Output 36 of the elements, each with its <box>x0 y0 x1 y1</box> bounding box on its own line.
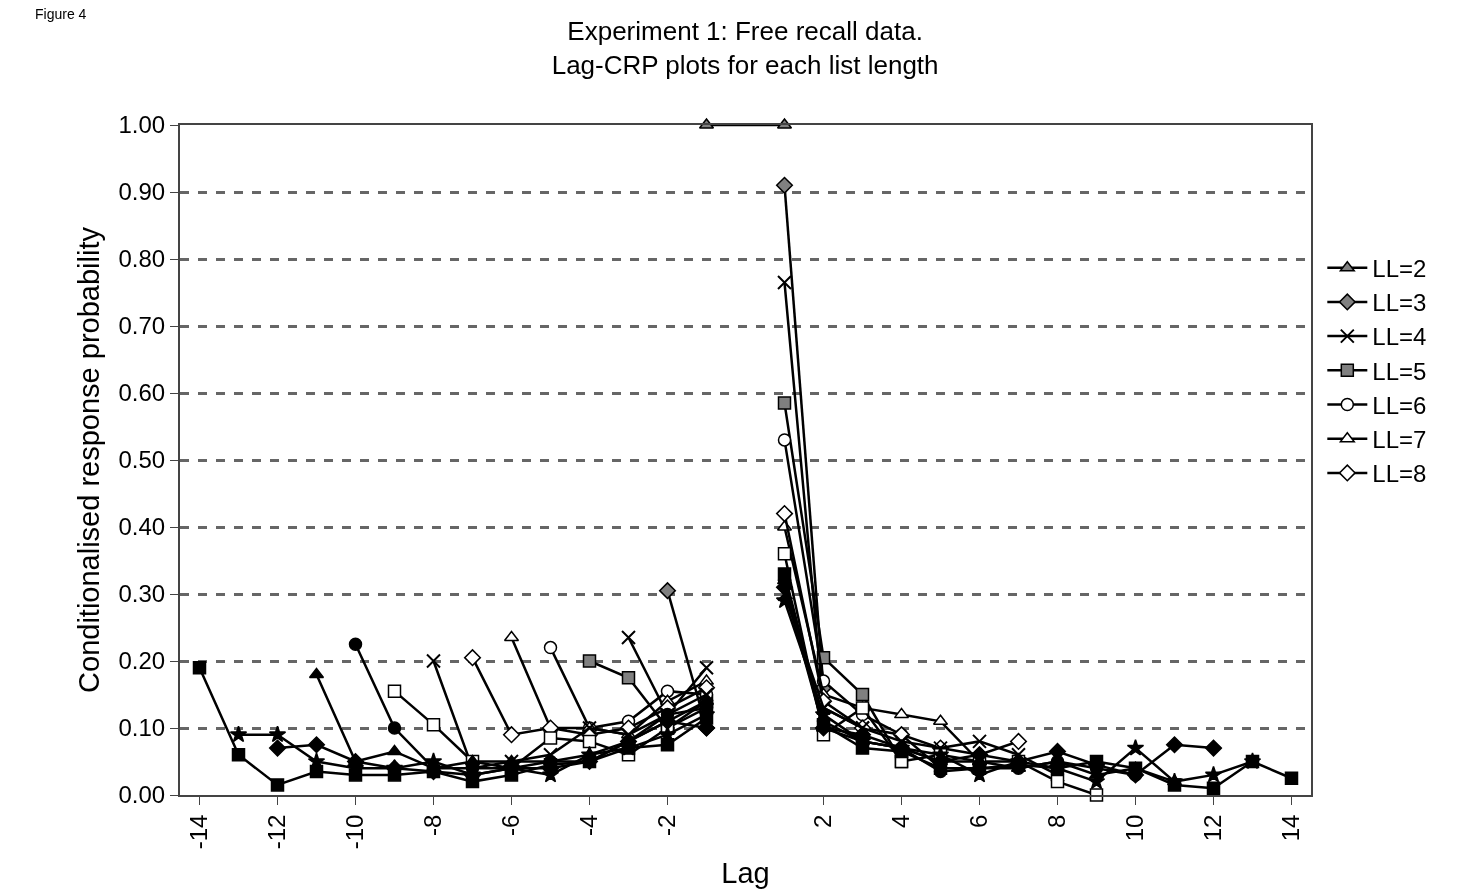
x-tick-label: 6 <box>965 814 993 828</box>
y-tick-label: 1.00 <box>118 111 166 139</box>
x-axis-title: Lag <box>721 856 770 889</box>
legend-label: LL=2 <box>1372 255 1427 283</box>
y-tick-label: 0.30 <box>118 580 166 608</box>
y-tick-label: 0.10 <box>118 714 166 742</box>
y-tick-label: 0.00 <box>118 781 166 809</box>
chart-title: Experiment 1: Free recall data. Lag-CRP plots for each list length <box>551 16 939 81</box>
x-tick-label: 8 <box>1043 814 1071 828</box>
legend-label: LL=3 <box>1372 289 1427 317</box>
x-tick-label: -2 <box>653 814 681 836</box>
y-axis-title: Conditionalised response probability <box>73 226 106 693</box>
y-tick-label: 0.70 <box>118 312 166 340</box>
x-tick-label: -8 <box>419 814 447 836</box>
legend-label: LL=8 <box>1372 460 1427 488</box>
x-tick-label: 10 <box>1121 814 1149 842</box>
x-tick-label: -6 <box>497 814 525 836</box>
y-tick-label: 0.20 <box>118 647 166 675</box>
caption: Figure 4 <box>35 6 87 22</box>
x-tick-label: -14 <box>185 814 213 850</box>
legend-label: LL=7 <box>1372 426 1427 454</box>
x-tick-label: -4 <box>575 814 603 836</box>
x-tick-label: 14 <box>1277 814 1305 842</box>
y-tick-label: 0.40 <box>118 513 166 541</box>
y-tick-label: 0.80 <box>118 245 166 273</box>
x-tick-label: -10 <box>341 814 369 850</box>
legend-label: LL=5 <box>1372 357 1427 385</box>
y-tick-label: 0.90 <box>118 178 166 206</box>
x-tick-label: 12 <box>1199 814 1227 842</box>
y-tick-label: 0.60 <box>118 379 166 407</box>
x-tick-label: -12 <box>263 814 291 850</box>
x-tick-label: 4 <box>887 814 915 828</box>
legend-label: LL=6 <box>1372 391 1427 419</box>
legend-label: LL=4 <box>1372 323 1427 351</box>
x-tick-label: 2 <box>809 814 837 828</box>
y-tick-label: 0.50 <box>118 446 166 474</box>
